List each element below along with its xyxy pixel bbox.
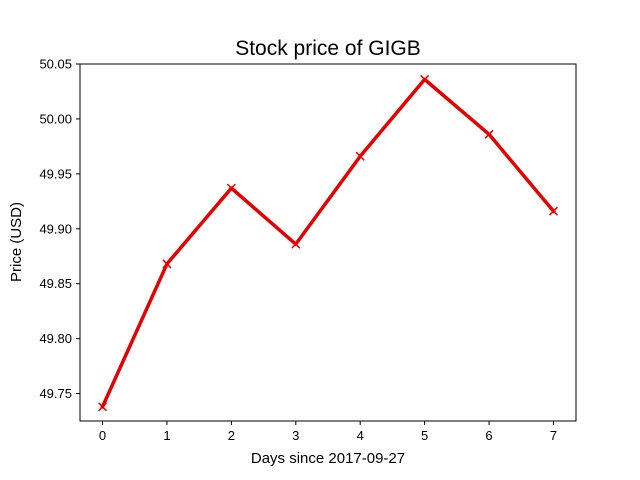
y-axis: 49.75 49.80 49.85 49.90 49.95 50.00 50.05: [39, 57, 80, 401]
chart-title: Stock price of GIGB: [235, 37, 421, 60]
y-tick-label: 50.00: [39, 111, 72, 126]
plot-area: [98, 74, 558, 412]
series-line: [100, 77, 556, 410]
y-tick-label: 49.80: [39, 331, 72, 346]
data-point-marker: [355, 151, 365, 161]
data-point-marker: [548, 206, 558, 216]
x-axis: 0 1 2 3 4 5 6 7: [99, 421, 557, 443]
x-axis-title: Days since 2017-09-27: [251, 450, 405, 467]
x-tick-label: 2: [228, 428, 235, 443]
x-tick-label: 7: [550, 428, 557, 443]
x-tick-label: 3: [292, 428, 299, 443]
x-tick-label: 0: [99, 428, 106, 443]
data-point-marker: [291, 239, 301, 249]
y-tick-label: 49.95: [39, 166, 72, 181]
plot-frame: [79, 63, 577, 422]
x-tick-label: 1: [163, 428, 170, 443]
data-point-marker: [226, 183, 236, 193]
y-tick-label: 49.75: [39, 386, 72, 401]
x-tick-label: 5: [421, 428, 428, 443]
data-point-marker: [484, 129, 494, 139]
y-axis-title: Price (USD): [8, 202, 25, 282]
x-tick-label: 4: [357, 428, 364, 443]
data-point-marker: [162, 259, 172, 269]
x-tick-label: 6: [485, 428, 492, 443]
data-point-marker: [98, 402, 108, 412]
data-point-marker: [420, 74, 430, 84]
y-tick-label: 49.85: [39, 276, 72, 291]
y-tick-label: 50.05: [39, 57, 72, 72]
y-tick-label: 49.90: [39, 221, 72, 236]
